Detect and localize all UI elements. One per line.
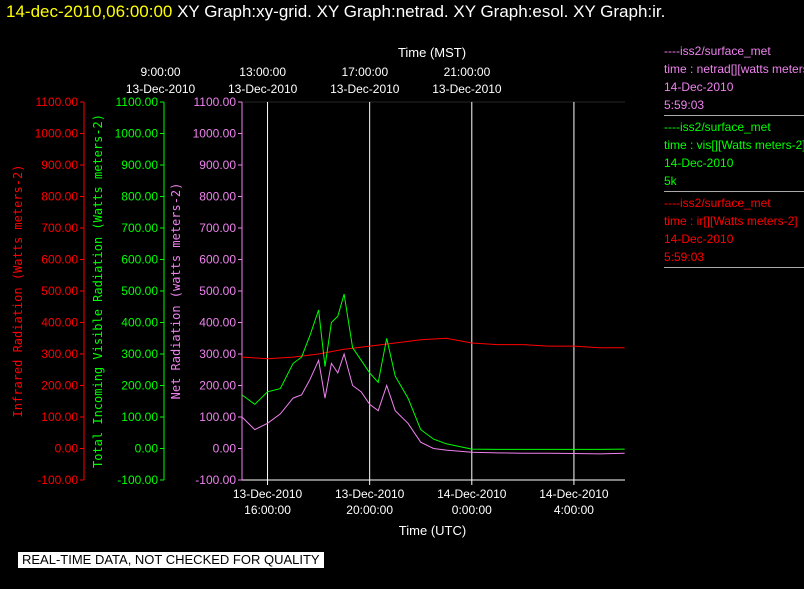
- vis-y-tick-label: 700.00: [121, 221, 158, 235]
- net-y-tick-label: 1100.00: [194, 95, 237, 109]
- ir-y-tick-label: -100.00: [37, 473, 78, 487]
- legend-variable: time : ir[][Watts meters-2]: [664, 214, 798, 228]
- vis-y-tick-label: 1100.00: [116, 95, 159, 109]
- top-tick-date: 13-Dec-2010: [126, 82, 196, 96]
- legend-variable: time : vis[][Watts meters-2]: [664, 138, 804, 152]
- legend-date: 14-Dec-2010: [664, 80, 734, 94]
- x-tick-time: 0:00:00: [452, 503, 492, 517]
- vis-y-tick-label: 100.00: [121, 410, 158, 424]
- ir-series-line: [241, 337, 625, 360]
- top-tick-date: 13-Dec-2010: [228, 82, 298, 96]
- legend-time: 5:59:03: [664, 98, 705, 112]
- vis-y-tick-label: 0.00: [135, 442, 159, 456]
- vis-y-tick-label: -100.00: [117, 473, 158, 487]
- ir-y-tick-label: 1000.00: [35, 127, 79, 141]
- net-y-tick-label: 800.00: [199, 190, 236, 204]
- legend-time: 5k: [664, 174, 677, 188]
- graph-name-4: XY Graph:ir.: [573, 2, 666, 21]
- graph-name-1: XY Graph:xy-grid.: [177, 2, 312, 21]
- net-y-tick-label: 200.00: [199, 379, 236, 393]
- legend-date: 14-Dec-2010: [664, 156, 734, 170]
- ir-y-tick-label: 900.00: [41, 158, 78, 172]
- ir-y-tick-label: 600.00: [41, 253, 78, 267]
- x-tick-date: 13-Dec-2010: [335, 487, 405, 501]
- top-tick-time: 17:00:00: [341, 65, 388, 79]
- top-axis-title: Time (MST): [398, 45, 466, 60]
- top-tick-time: 21:00:00: [444, 65, 491, 79]
- bottom-axis-title: Time (UTC): [399, 523, 466, 538]
- vis-axis-title: Total Incoming Visible Radiation (Watts …: [91, 114, 105, 468]
- legend-source: ----iss2/surface_met: [664, 196, 771, 210]
- net-y-tick-label: 100.00: [199, 410, 236, 424]
- timestamp: 14-dec-2010,06:00:00: [6, 2, 173, 21]
- vis-y-tick-label: 300.00: [121, 347, 158, 361]
- net-y-tick-label: 400.00: [199, 316, 236, 330]
- net-y-tick-label: 1000.00: [193, 127, 237, 141]
- vis-y-tick-label: 200.00: [121, 379, 158, 393]
- net-series-line: [241, 352, 625, 455]
- ir-y-tick-label: 200.00: [41, 379, 78, 393]
- graph-name-3: XY Graph:esol.: [453, 2, 569, 21]
- legend-date: 14-Dec-2010: [664, 232, 734, 246]
- net-y-tick-label: -100.00: [195, 473, 236, 487]
- legend-variable: time : netrad[][watts meters-2]: [664, 62, 804, 76]
- vis-y-tick-label: 500.00: [121, 284, 158, 298]
- ir-y-tick-label: 500.00: [41, 284, 78, 298]
- vis-y-tick-label: 400.00: [121, 316, 158, 330]
- x-tick-time: 16:00:00: [244, 503, 291, 517]
- vis-series-line: [241, 293, 625, 450]
- x-tick-date: 14-Dec-2010: [539, 487, 609, 501]
- vis-y-tick-label: 900.00: [121, 158, 158, 172]
- legend: ----iss2/surface_met time : netrad[][wat…: [664, 42, 804, 270]
- ir-y-tick-label: 1100.00: [36, 95, 79, 109]
- top-tick-date: 13-Dec-2010: [330, 82, 400, 96]
- net-axis-title: Net Radiation (watts meters-2): [169, 183, 183, 400]
- top-tick-time: 13:00:00: [239, 65, 286, 79]
- legend-entry-ir: ----iss2/surface_met time : ir[][Watts m…: [664, 194, 804, 268]
- net-y-tick-label: 700.00: [199, 221, 236, 235]
- net-y-tick-label: 900.00: [199, 158, 236, 172]
- x-tick-time: 20:00:00: [346, 503, 393, 517]
- ir-y-tick-label: 700.00: [41, 221, 78, 235]
- ir-y-tick-label: 300.00: [41, 347, 78, 361]
- net-y-tick-label: 0.00: [213, 442, 237, 456]
- ir-y-tick-label: 400.00: [41, 316, 78, 330]
- ir-y-tick-label: 0.00: [55, 442, 79, 456]
- legend-source: ----iss2/surface_met: [664, 44, 771, 58]
- x-tick-date: 14-Dec-2010: [437, 487, 507, 501]
- x-tick-date: 13-Dec-2010: [233, 487, 303, 501]
- legend-time: 5:59:03: [664, 250, 705, 264]
- x-tick-time: 4:00:00: [554, 503, 594, 517]
- quality-notice: REAL-TIME DATA, NOT CHECKED FOR QUALITY: [18, 552, 324, 568]
- net-y-tick-label: 500.00: [199, 284, 236, 298]
- top-tick-date: 13-Dec-2010: [432, 82, 502, 96]
- vis-y-tick-label: 800.00: [121, 190, 158, 204]
- graph-name-2: XY Graph:netrad.: [316, 2, 449, 21]
- legend-source: ----iss2/surface_met: [664, 120, 771, 134]
- vis-y-tick-label: 600.00: [121, 253, 158, 267]
- ir-y-tick-label: 100.00: [41, 410, 78, 424]
- net-y-tick-label: 600.00: [199, 253, 236, 267]
- legend-entry-net: ----iss2/surface_met time : netrad[][wat…: [664, 42, 804, 116]
- vis-y-tick-label: 1000.00: [115, 127, 159, 141]
- ir-y-tick-label: 800.00: [41, 190, 78, 204]
- top-tick-time: 9:00:00: [141, 65, 181, 79]
- legend-entry-vis: ----iss2/surface_met time : vis[][Watts …: [664, 118, 804, 192]
- page-title: 14-dec-2010,06:00:00 XY Graph:xy-grid. X…: [6, 2, 665, 22]
- net-y-tick-label: 300.00: [199, 347, 236, 361]
- ir-axis-title: Infrared Radiation (Watts meters-2): [11, 165, 25, 418]
